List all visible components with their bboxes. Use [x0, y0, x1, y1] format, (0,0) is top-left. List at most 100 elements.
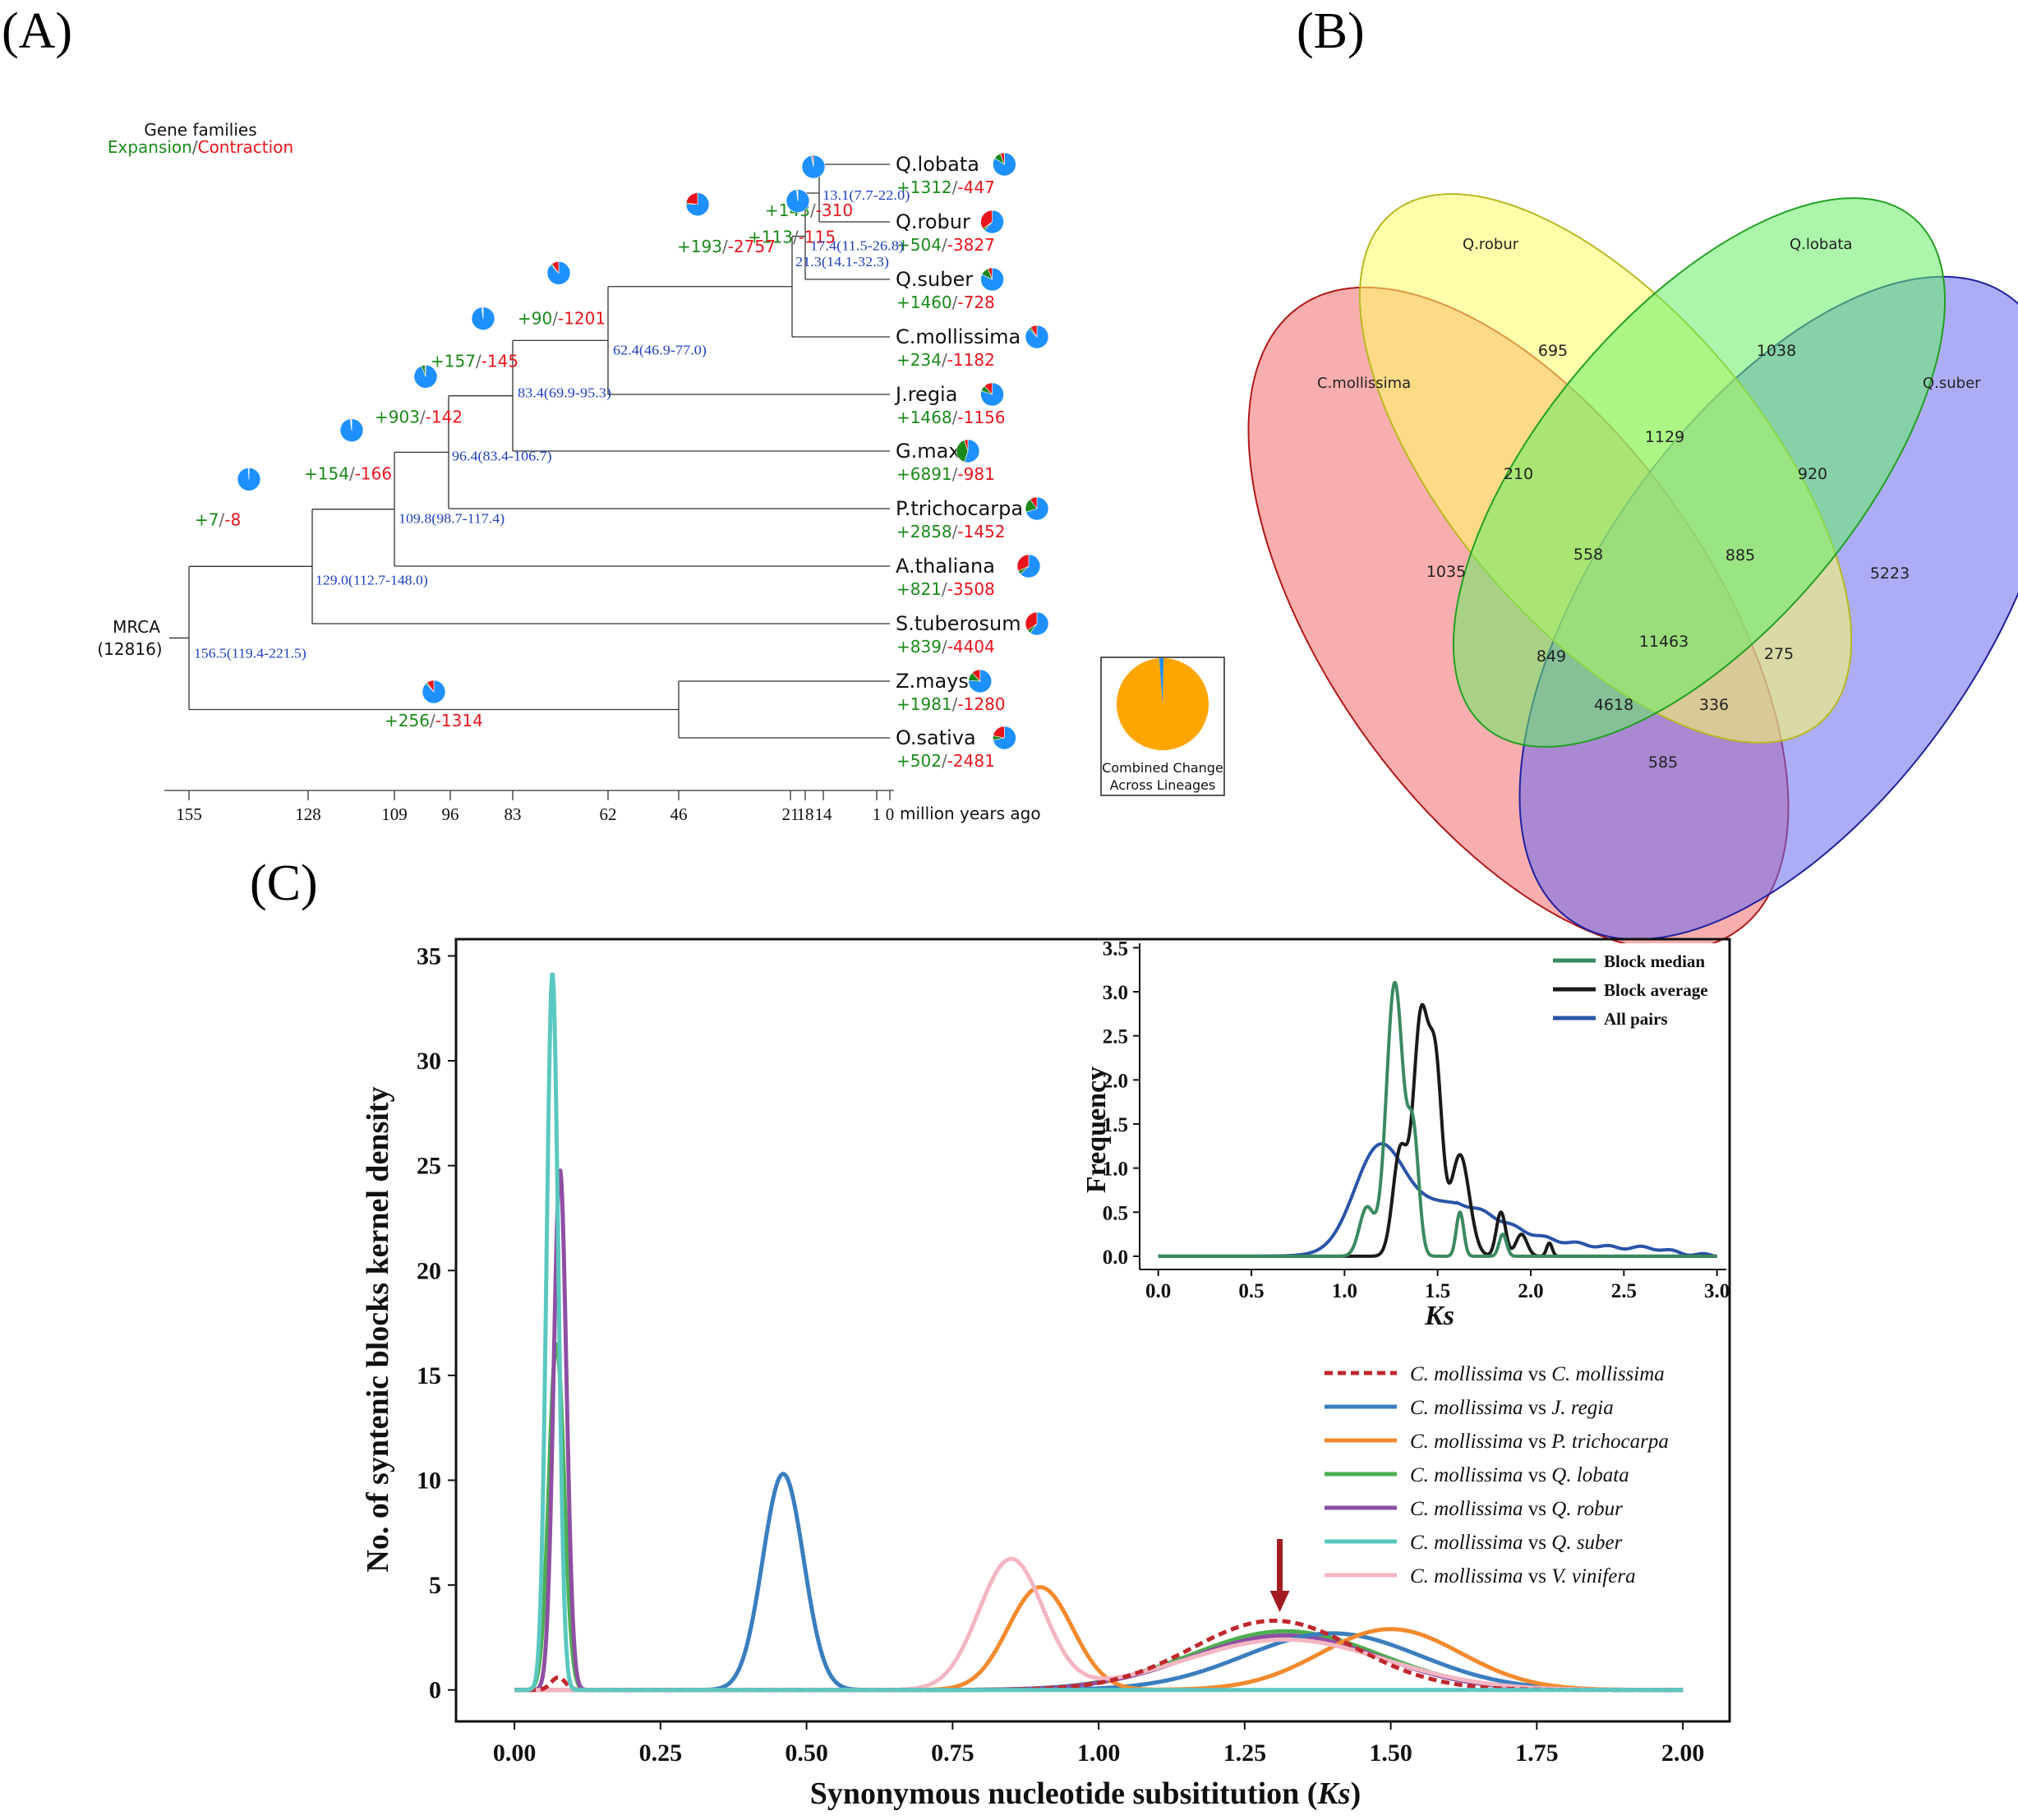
time-axis-tick-label: 46 [670, 804, 688, 824]
main-ytick-label: 10 [417, 1467, 441, 1494]
taxon-pie [969, 670, 992, 693]
main-xlabel-close: ) [1351, 1776, 1361, 1811]
node-change: +7/-8 [195, 509, 241, 529]
panel-letter-c: (C) [250, 855, 318, 911]
main-legend-label: C. mollissima vs J. regia [1410, 1397, 1614, 1419]
main-xlabel-text: Synonymous nucleotide subsititution ( [810, 1776, 1318, 1811]
taxon-change: +1312/-447 [896, 177, 995, 197]
taxon-expansion: +1468 [896, 408, 952, 427]
node-expansion: +7 [195, 509, 219, 529]
axis-unit: million years ago [900, 804, 1041, 823]
inset-xtick-label: 3.0 [1704, 1280, 1730, 1302]
inset-ytick-label: 0.5 [1103, 1202, 1128, 1224]
main-xtick-label: 0.25 [639, 1739, 683, 1767]
taxon-pie [981, 210, 1004, 233]
legend-species: C. mollissima [1410, 1464, 1523, 1486]
taxon-change: +839/-4404 [896, 637, 995, 657]
venn-label-qs: Q.suber [1923, 375, 1981, 392]
main-xtick-label: 1.75 [1515, 1739, 1559, 1767]
inset-ytick-label: 3.0 [1103, 982, 1128, 1004]
main-series-line [514, 1587, 1683, 1690]
venn-count-ql-qs: 920 [1798, 465, 1827, 483]
main-ytick-label: 15 [417, 1362, 441, 1389]
node-contraction: -166 [355, 464, 392, 484]
taxon-change: +6891/-981 [896, 464, 995, 484]
node-contraction: -142 [426, 407, 463, 426]
panel-letter-b: (B) [1297, 3, 1365, 59]
venn-panel: C.mollissima Q.robur Q.lobata Q.suber 10… [1141, 112, 2018, 1042]
taxon-change: +504/-3827 [896, 235, 995, 255]
taxon-contraction: -447 [957, 177, 994, 197]
taxon-name: Q.suber [896, 268, 973, 291]
inset-xlabel: Ks [1424, 1301, 1454, 1331]
legend-vs: vs [1523, 1431, 1552, 1453]
legend-species: C. mollissima [1410, 1532, 1523, 1554]
taxon-contraction: -3827 [947, 235, 995, 255]
phylogeny-panel: Gene families Expansion/Contraction Q.lo… [97, 120, 1224, 824]
legend-vs: vs [1523, 1498, 1552, 1520]
taxon-expansion: +1460 [896, 293, 952, 312]
inset-legend-label: Block average [1604, 980, 1708, 1000]
taxon-contraction: -2481 [947, 751, 995, 771]
taxon-change: +821/-3508 [896, 579, 995, 599]
legend-vs: vs [1523, 1464, 1552, 1486]
time-axis-tick-label: 155 [176, 804, 202, 824]
time-axis-tick-label: 0 [886, 804, 895, 824]
node-expansion: +193 [677, 237, 722, 256]
venn-count-qr-ql: 1129 [1645, 428, 1684, 446]
taxon-pie [1025, 612, 1048, 635]
combined-label-2: Across Lineages [1110, 777, 1216, 793]
combined-change-pie [1117, 658, 1209, 750]
legend-species: C. mollissima [1410, 1431, 1523, 1453]
taxon-contraction: -981 [957, 464, 994, 484]
legend-species: C. mollissima [1410, 1397, 1523, 1419]
inset-ylabel: Frequency [1081, 1067, 1112, 1193]
node-expansion: +154 [304, 464, 349, 484]
time-axis-tick-label: 109 [381, 804, 408, 824]
taxon-contraction: -4404 [947, 637, 995, 657]
time-axis-tick-label: 18 [797, 804, 814, 824]
time-axis-tick-label: 14 [815, 804, 833, 824]
legend-contraction: Contraction [198, 137, 294, 157]
taxon-name: Q.lobata [896, 153, 979, 176]
time-axis-tick-label: 128 [295, 804, 321, 824]
taxon-name: S.tuberosum [896, 612, 1021, 635]
inset-xtick-label: 0.0 [1145, 1280, 1171, 1302]
node-contraction: -310 [816, 200, 853, 220]
node-expansion: +903 [375, 407, 420, 426]
node-contraction: -145 [481, 352, 518, 371]
main-xtick-label: 1.25 [1223, 1739, 1267, 1767]
inset-xtick-label: 1.5 [1425, 1280, 1450, 1302]
node-change: +193/-2757 [677, 237, 776, 256]
taxon-pie [1025, 497, 1048, 520]
node-divergence: 156.5(119.4-221.5) [194, 645, 306, 661]
legend-vs: vs [1523, 1532, 1552, 1554]
venn-label-qr: Q.robur [1463, 236, 1519, 253]
node-expansion: +256 [385, 711, 430, 730]
node-expansion: +90 [518, 308, 552, 328]
legend-target: C. mollissima [1551, 1363, 1665, 1385]
taxon-change: +234/-1182 [896, 350, 995, 370]
main-legend-label: C. mollissima vs C. mollissima [1410, 1363, 1665, 1385]
main-xtick-label: 1.00 [1077, 1739, 1121, 1767]
node-pie [414, 365, 437, 388]
taxon-pie [993, 726, 1016, 749]
taxon-name: Z.mays [896, 670, 969, 693]
venn-label-cm: C.mollissima [1317, 375, 1411, 392]
main-ytick-label: 30 [417, 1048, 441, 1075]
main-ytick-label: 0 [429, 1677, 441, 1704]
taxon-change: +1981/-1280 [896, 694, 1006, 714]
inset-ytick-label: 0.0 [1103, 1246, 1128, 1269]
taxon-contraction: -728 [957, 293, 994, 312]
main-xlabel: Synonymous nucleotide subsititution (Ks) [810, 1776, 1361, 1811]
node-divergence: 83.4(69.9-95.3) [518, 385, 611, 401]
venn-count-cm-ql-qs: 4618 [1594, 696, 1633, 714]
taxon-pie [981, 268, 1004, 291]
node-change: +903/-142 [375, 407, 463, 426]
legend-target: J. regia [1551, 1397, 1613, 1419]
node-contraction: -8 [224, 509, 241, 529]
